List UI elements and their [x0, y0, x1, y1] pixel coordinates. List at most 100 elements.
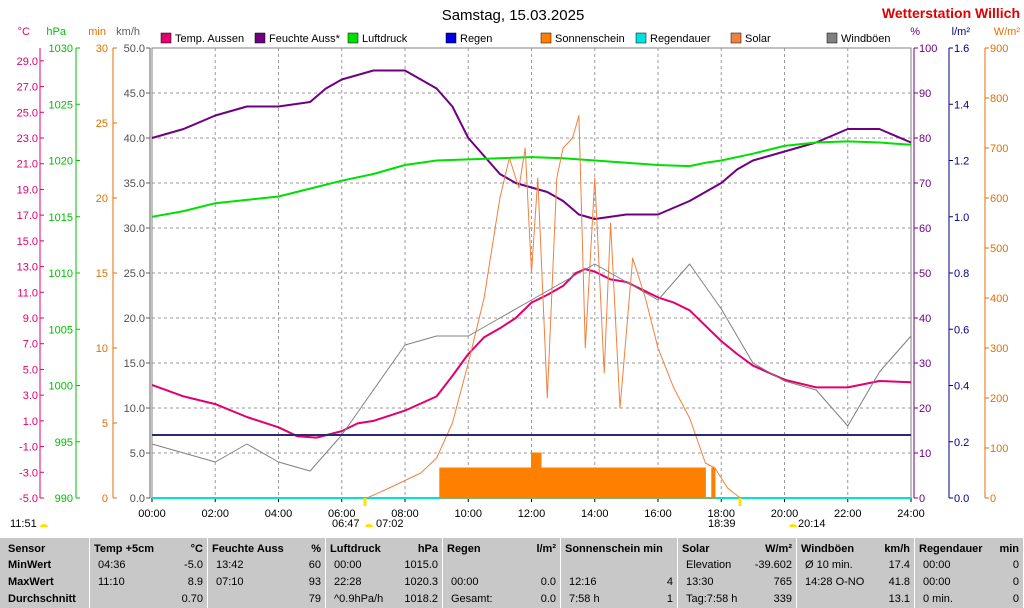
marker-dusk-end: 20:14 — [798, 518, 826, 530]
stats-cell-value-3-2: 0.0 — [540, 593, 556, 605]
legend-swatch-4 — [540, 32, 552, 44]
stats-cell-label-7-2: 0 min. — [923, 593, 953, 605]
tick-temp-7: 15.0 — [17, 236, 38, 248]
x-tick-12: 24:00 — [897, 508, 925, 520]
marker-dusk-sun — [789, 524, 797, 527]
tick-kmh-1: 45.0 — [124, 88, 145, 100]
tick-wm2-8: 100 — [990, 443, 1008, 455]
tick-wm2-5: 400 — [990, 293, 1008, 305]
stats-cell-label-0-0: 04:36 — [98, 559, 126, 571]
x-tick-0: 00:00 — [138, 508, 166, 520]
tick-temp-14: 1.0 — [23, 416, 38, 428]
tick-wm2-2: 700 — [990, 143, 1008, 155]
tick-temp-2: 25.0 — [17, 107, 38, 119]
legend-swatch-7 — [826, 32, 838, 44]
stats-cell-label-1-1: 07:10 — [216, 576, 244, 588]
stats-cell-value-1-1: 93 — [308, 576, 321, 588]
marker-sunset: 18:39 — [708, 518, 736, 530]
legend-swatch-3 — [445, 32, 457, 44]
legend-swatch-0 — [160, 32, 172, 44]
unit-pct: % — [910, 26, 920, 38]
tick-wm2-7: 200 — [990, 393, 1008, 405]
stats-cell-label-5-1: 13:30 — [686, 576, 714, 588]
stats-col-title-2: Luftdruck — [330, 543, 381, 555]
marker-sunrise: 06:47 — [332, 518, 360, 530]
tick-pct-6: 40 — [919, 313, 931, 325]
stats-cell-label-6-0: Ø 10 min. — [805, 559, 853, 571]
stats-cell-value-5-0: -39.602 — [754, 559, 792, 571]
unit-lm2: l/m² — [952, 26, 971, 38]
right-axes: 10090807060504030201001.61.41.21.00.80.6… — [913, 43, 1008, 505]
tick-temp-4: 21.0 — [17, 159, 38, 171]
tick-pct-4: 60 — [919, 223, 931, 235]
tick-temp-12: 5.0 — [23, 364, 38, 376]
legend-label-4: Sonnenschein — [555, 33, 625, 45]
tick-wm2-6: 300 — [990, 343, 1008, 355]
marker-now: 11:51 — [10, 518, 37, 530]
tick-min-3: 15 — [96, 268, 108, 280]
unit-wm2: W/m² — [994, 26, 1021, 38]
legend: Temp. Aussen Feuchte Auss* Luftdruck Regen S… — [160, 32, 891, 45]
stats-cell-value-4-1: 4 — [666, 576, 673, 588]
stats-cell-value-6-2: 13.1 — [888, 593, 910, 605]
stats-column-7: Regendauer min 00:00 0 00:00 0 0 min. 0 — [915, 538, 1024, 608]
stats-col-unit-5: W/m² — [765, 543, 792, 555]
tick-pct-1: 90 — [919, 88, 931, 100]
legend-swatch-2 — [347, 32, 359, 44]
stats-col-unit-2: hPa — [417, 543, 438, 555]
tick-min-4: 10 — [96, 343, 108, 355]
tick-lm2-0: 1.6 — [954, 43, 969, 55]
tick-wm2-9: 0 — [990, 493, 996, 505]
x-tick-7: 14:00 — [581, 508, 609, 520]
tick-temp-0: 29.0 — [17, 56, 38, 68]
stats-cell-value-3-1: 0.0 — [540, 576, 556, 588]
x-tick-4: 08:00 — [391, 508, 419, 520]
series-layer — [151, 69, 912, 499]
tick-kmh-8: 10.0 — [124, 403, 145, 415]
stats-col-title-1: Feuchte Auss — [212, 543, 284, 555]
stats-cell-label-5-2: Tag:7:58 h — [686, 593, 738, 605]
tick-lm2-6: 0.4 — [954, 381, 969, 393]
tick-min-2: 20 — [96, 193, 108, 205]
tick-temp-16: -3.0 — [19, 467, 38, 479]
x-tick-6: 12:00 — [518, 508, 546, 520]
tick-pct-7: 30 — [919, 358, 931, 370]
statistics-table: Sensor MinWert MaxWert Durchschnitt Temp +5c… — [0, 538, 1024, 608]
x-tick-5: 10:00 — [454, 508, 482, 520]
stats-col-title-7: Regendauer — [919, 543, 983, 555]
legend-label-6: Solar — [745, 33, 771, 45]
tick-hpa-1: 1025 — [49, 99, 73, 111]
tick-kmh-10: 0.0 — [130, 493, 145, 505]
tick-wm2-3: 600 — [990, 193, 1008, 205]
unit-temp: °C — [18, 26, 30, 38]
legend-label-7: Windböen — [841, 33, 891, 45]
stats-column-1: Feuchte Auss% 13:42 60 07:10 93 79 — [208, 538, 326, 608]
tick-temp-8: 13.0 — [17, 262, 38, 274]
x-tick-10: 20:00 — [771, 508, 799, 520]
tick-temp-1: 27.0 — [17, 82, 38, 94]
x-axis: 00:00 02:00 04:00 06:00 08:00 10:00 12:00 14:00… — [138, 498, 925, 520]
series-line-0 — [151, 268, 912, 439]
stats-cell-label-2-2: ^0.9hPa/h — [334, 593, 384, 605]
stats-cell-value-4-0 — [613, 557, 673, 573]
unit-hpa: hPa — [46, 26, 66, 38]
tick-hpa-6: 1000 — [49, 381, 73, 393]
legend-label-5: Regendauer — [650, 33, 711, 45]
stats-cell-value-0-0: -5.0 — [184, 559, 203, 571]
tick-hpa-7: 995 — [55, 437, 73, 449]
tick-wm2-4: 500 — [990, 243, 1008, 255]
stats-cell-value-5-1: 765 — [773, 576, 792, 588]
tick-temp-15: -1.0 — [19, 442, 38, 454]
tick-hpa-8: 990 — [55, 493, 73, 505]
stats-col-title-5: Solar — [682, 543, 710, 555]
stats-cell-label-0-1: 11:10 — [98, 576, 125, 588]
stats-cell-label-4-1: 12:16 — [569, 576, 597, 588]
stats-cell-label-5-0: Elevation — [686, 559, 732, 571]
tick-hpa-0: 1030 — [49, 43, 73, 55]
stats-cell-label-3-2: Gesamt: — [451, 593, 493, 605]
tick-kmh-6: 20.0 — [124, 313, 145, 325]
stats-col-unit-1: % — [311, 543, 321, 555]
stats-row-label-0: Sensor — [8, 543, 46, 555]
tick-pct-8: 20 — [919, 403, 931, 415]
tick-lm2-2: 1.2 — [954, 156, 969, 168]
